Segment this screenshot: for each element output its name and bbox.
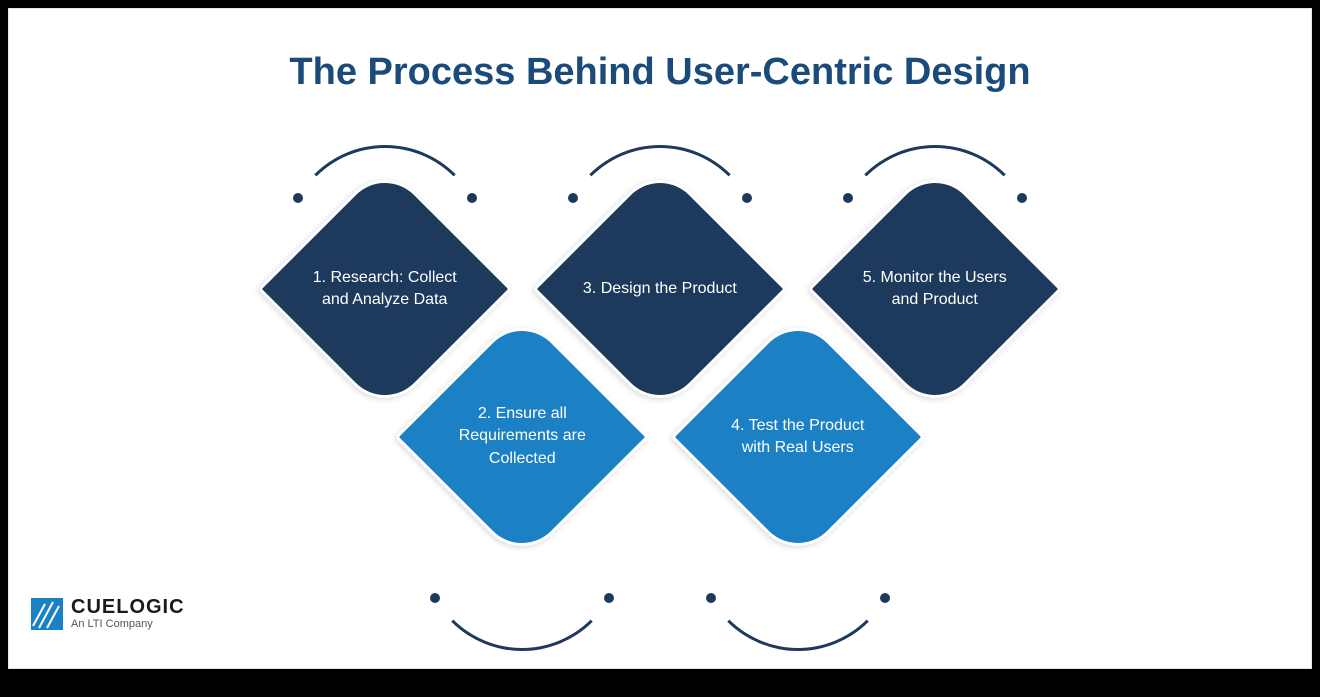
arc-dot bbox=[706, 593, 716, 603]
arc-dot bbox=[843, 193, 853, 203]
infographic-canvas: The Process Behind User-Centric Design 1… bbox=[8, 8, 1312, 669]
arc-dot bbox=[742, 193, 752, 203]
process-diagram: 1. Research: Collect and Analyze Data 2. … bbox=[210, 129, 1110, 609]
arc-dot bbox=[430, 593, 440, 603]
arc-dot bbox=[568, 193, 578, 203]
node-label: 4. Test the Product with Real Users bbox=[713, 415, 883, 460]
arc-dot bbox=[880, 593, 890, 603]
arc-dot bbox=[293, 193, 303, 203]
cuelogic-icon bbox=[31, 598, 63, 630]
logo-subtitle: An LTI Company bbox=[71, 619, 185, 630]
arc-dot bbox=[467, 193, 477, 203]
arc-dot bbox=[604, 593, 614, 603]
node-label: 2. Ensure all Requirements are Collected bbox=[437, 403, 607, 470]
node-label: 5. Monitor the Users and Product bbox=[850, 267, 1020, 312]
logo-name: CUELOGIC bbox=[71, 597, 185, 617]
arc-dot bbox=[1017, 193, 1027, 203]
node-label: 3. Design the Product bbox=[575, 278, 745, 300]
brand-logo: CUELOGIC An LTI Company bbox=[31, 597, 185, 630]
page-title: The Process Behind User-Centric Design bbox=[9, 51, 1311, 94]
logo-text: CUELOGIC An LTI Company bbox=[71, 597, 185, 630]
node-label: 1. Research: Collect and Analyze Data bbox=[300, 267, 470, 312]
